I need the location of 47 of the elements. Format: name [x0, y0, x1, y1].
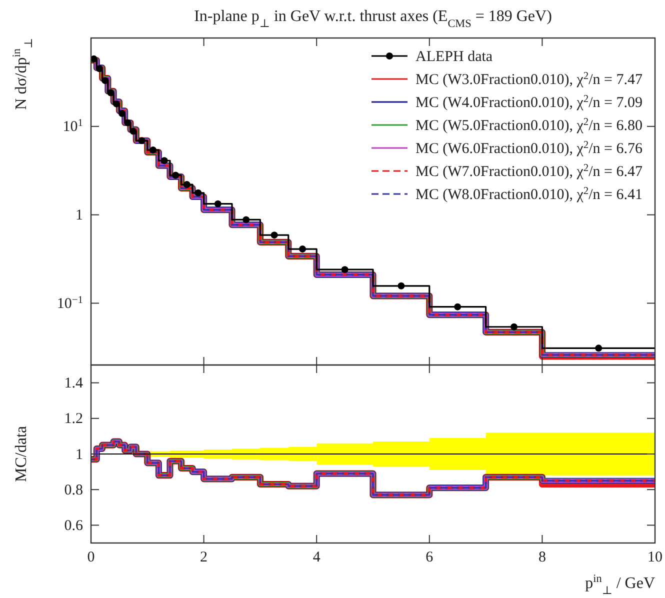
legend-label: MC (W3.0Fraction0.010), χ$^{2}$/n = 7.47	[415, 70, 643, 88]
point	[194, 189, 202, 196]
point	[102, 77, 109, 84]
point	[107, 89, 114, 96]
point	[112, 100, 120, 108]
x-tick-label: 10	[648, 550, 662, 566]
x-tick-label: 4	[312, 550, 321, 566]
legend-label: MC (W7.0Fraction0.010), χ$^{2}$/n = 6.47	[415, 162, 643, 180]
point	[398, 282, 405, 290]
legend-label: MC (W8.0Fraction0.010), χ$^{2}$/n = 6.41	[415, 186, 643, 203]
x-tick-label: 8	[538, 550, 546, 566]
x-tick-label: 2	[200, 550, 208, 566]
x-tick-label: 6	[426, 550, 434, 566]
point	[183, 181, 190, 188]
point	[160, 157, 168, 164]
y-tick-label: 10$^{1}$	[62, 118, 83, 136]
point	[341, 266, 348, 274]
legend-label: ALEPH data	[415, 49, 493, 65]
y-tick-label: 0.8	[64, 482, 83, 498]
chart-title: In-plane p$_{⊥}$ in GeV w.r.t. thrust axes (E$_{CMS}$ = 189 GeV)	[194, 8, 552, 30]
legend-label: MC (W5.0Fraction0.010), χ$^{2}$/n = 6.80	[415, 116, 643, 134]
point	[454, 303, 462, 310]
legend-label: MC (W4.0Fraction0.010), χ$^{2}$/n = 7.09	[415, 94, 643, 111]
point	[242, 216, 250, 224]
point	[595, 344, 602, 352]
point	[299, 246, 306, 253]
point	[270, 232, 278, 239]
point	[96, 65, 103, 72]
point	[118, 110, 126, 117]
y-tick-label: 1.4	[64, 376, 84, 392]
x-tick-label: 0	[87, 550, 95, 566]
y-tick-label: 1	[76, 208, 83, 224]
point	[214, 200, 222, 208]
point	[124, 119, 132, 126]
y-tick-label: 1.2	[64, 411, 83, 428]
point	[130, 128, 137, 135]
y-axis-title: MC/data	[13, 426, 30, 482]
y-tick-label: 1	[76, 446, 83, 463]
point	[91, 55, 98, 62]
x-axis-title: p$^{in}$$_{⊥}$ / GeV	[585, 573, 656, 597]
point	[510, 323, 518, 330]
point	[138, 137, 146, 144]
point	[150, 146, 157, 154]
point	[172, 172, 180, 179]
legend-label: MC (W6.0Fraction0.010), χ$^{2}$/n = 6.76	[415, 140, 643, 157]
y-tick-label: 10$^{−1}$	[56, 294, 83, 312]
y-tick-label: 0.6	[64, 518, 84, 534]
